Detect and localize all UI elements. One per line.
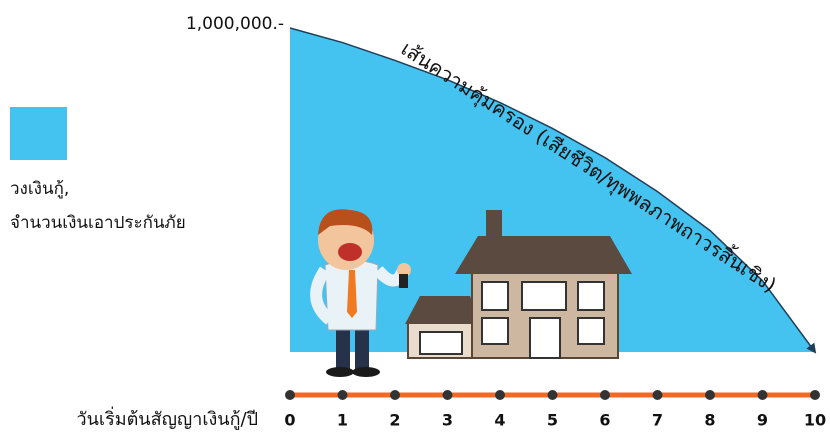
x-tick-dot bbox=[705, 390, 715, 400]
x-tick-label: 1 bbox=[337, 411, 348, 430]
x-tick-label: 2 bbox=[389, 411, 400, 430]
curve-line bbox=[289, 27, 817, 354]
x-tick-label: 6 bbox=[599, 411, 610, 430]
x-tick-label: 8 bbox=[704, 411, 715, 430]
x-tick-dot bbox=[757, 390, 768, 400]
x-tick-label: 10 bbox=[804, 411, 826, 430]
x-tick-label: 0 bbox=[284, 411, 295, 430]
x-tick-dot bbox=[547, 390, 558, 400]
x-tick-label: 7 bbox=[652, 411, 663, 430]
x-tick-dot bbox=[652, 390, 663, 400]
house-illustration bbox=[405, 210, 632, 359]
legend-swatch bbox=[10, 107, 67, 160]
x-tick-label: 9 bbox=[757, 411, 768, 430]
x-tick-dot bbox=[600, 390, 610, 400]
x-tick-label: 5 bbox=[547, 411, 558, 430]
person-illustration bbox=[310, 209, 411, 377]
x-tick-dot bbox=[285, 390, 295, 400]
x-tick-dot bbox=[390, 390, 400, 400]
x-tick-dot bbox=[495, 390, 505, 400]
area bbox=[290, 28, 815, 352]
x-tick-dot bbox=[810, 390, 820, 400]
x-axis-label: วันเริ่มต้นสัญญาเงินกู้/ปี bbox=[77, 406, 259, 430]
legend-label: วงเงินกู้, จำนวนเงินเอาประกันภัย bbox=[10, 179, 186, 233]
x-tick-dot bbox=[337, 390, 348, 400]
y-tick-label: 1,000,000.- bbox=[186, 14, 284, 34]
x-tick-label: 3 bbox=[442, 411, 453, 430]
x-tick-dot bbox=[442, 390, 453, 400]
x-tick-label: 4 bbox=[494, 411, 505, 430]
